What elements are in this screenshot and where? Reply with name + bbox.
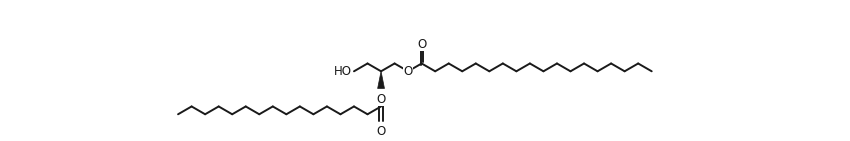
Text: O: O (404, 65, 413, 78)
Text: O: O (377, 125, 386, 138)
Text: HO: HO (334, 65, 352, 78)
Polygon shape (377, 71, 384, 89)
Text: O: O (377, 93, 386, 106)
Text: O: O (417, 38, 426, 51)
